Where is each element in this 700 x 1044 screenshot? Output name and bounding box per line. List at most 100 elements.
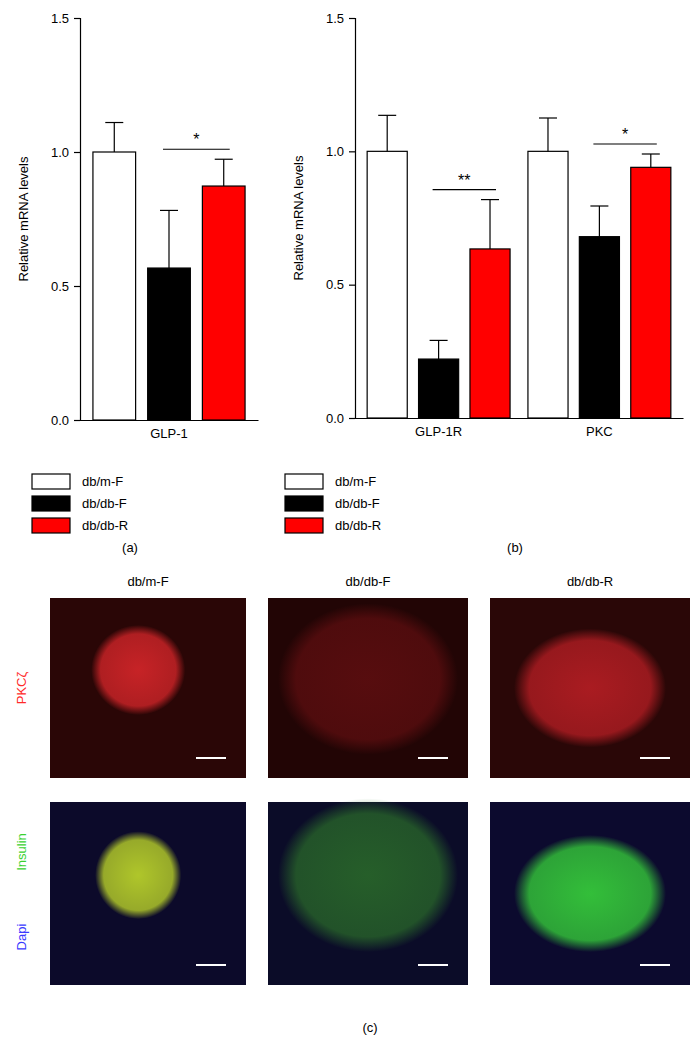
y-tick-mark <box>349 285 355 286</box>
error-bar <box>160 210 178 268</box>
bar <box>470 249 510 418</box>
y-tick-mark <box>74 286 80 287</box>
error-bar-cap <box>430 340 448 341</box>
error-bar-stem <box>387 115 388 151</box>
legend-label: db/m-F <box>335 474 376 489</box>
y-axis-line <box>74 19 81 421</box>
legend-label: db/m-F <box>82 474 123 489</box>
micrograph-background <box>50 598 246 778</box>
legend-label: db/db-R <box>82 518 128 533</box>
error-bar-cap <box>539 117 557 118</box>
y-tick: 0.5 <box>326 277 355 292</box>
error-bar-stem <box>223 159 224 186</box>
legend-swatch <box>285 474 323 489</box>
column-title: db/db-R <box>567 574 613 589</box>
column-title: db/m-F <box>127 574 168 589</box>
micrograph-background <box>50 802 246 985</box>
y-axis-title: Relative mRNA levels <box>291 155 306 280</box>
figure: 0.0 0.5 1.0 1.5 GLP-1 Relative mRNA levels * db… <box>0 0 700 1044</box>
y-axis-line <box>349 19 356 419</box>
bar <box>579 237 619 418</box>
legend: db/m-F db/db-F db/db-R <box>32 474 128 533</box>
micrograph-background <box>490 598 690 778</box>
x-axis: GLP-1R PKC <box>356 418 684 439</box>
error-bar <box>430 340 448 359</box>
y-tick: 0.0 <box>51 413 80 428</box>
scale-bar <box>418 757 448 759</box>
error-bar-cap <box>215 159 233 160</box>
error-bar <box>105 123 123 152</box>
error-bar <box>481 200 499 249</box>
scale-bar <box>418 964 448 966</box>
micrograph <box>490 802 690 985</box>
y-tick-label: 1.0 <box>51 145 69 160</box>
micrograph <box>268 598 468 778</box>
error-bar-cap <box>105 122 123 123</box>
plot-area <box>93 123 245 420</box>
significance-bracket <box>433 189 496 190</box>
micrograph <box>50 802 246 985</box>
x-tick-label: GLP-1 <box>150 426 188 441</box>
error-bar-cap <box>590 205 608 206</box>
row-label: PKCζ <box>14 672 29 705</box>
islet <box>91 625 185 715</box>
legend: db/m-Fdb/db-Fdb/db-R <box>285 474 381 533</box>
y-tick-mark <box>349 151 355 152</box>
y-axis: 0.0 0.5 1.0 1.5 <box>326 11 356 426</box>
y-tick: 0.0 <box>326 411 355 426</box>
legend-swatch <box>32 474 70 489</box>
islet <box>278 603 458 754</box>
error-bar-stem <box>438 340 439 359</box>
error-bar-stem <box>650 154 651 167</box>
error-bar <box>642 154 660 167</box>
x-tick: PKC <box>586 418 613 439</box>
bar <box>93 152 136 420</box>
y-tick-mark <box>349 418 355 419</box>
error-bar-stem <box>489 200 490 249</box>
chart-panel: 0.0 0.5 1.0 1.5 GLP-1R PKC Relative mRNA level… <box>285 11 684 555</box>
bar <box>367 151 407 418</box>
micrograph <box>490 598 690 778</box>
significance-label: * <box>193 131 199 148</box>
scale-bar <box>196 964 226 966</box>
error-bar-stem <box>168 210 169 268</box>
y-tick-mark <box>74 420 80 421</box>
bar <box>148 268 191 420</box>
y-tick: 0.5 <box>51 279 80 294</box>
scale-bar <box>640 757 670 759</box>
error-bar-stem <box>114 123 115 152</box>
islet <box>278 798 458 952</box>
y-tick: 1.0 <box>51 145 80 160</box>
error-bar-stem <box>599 206 600 237</box>
panel-caption: (b) <box>507 540 523 555</box>
micrograph <box>268 798 468 985</box>
bar <box>631 167 671 418</box>
panel-caption: (a) <box>122 540 138 555</box>
column-title: db/db-F <box>346 574 391 589</box>
x-tick: GLP-1 <box>150 420 188 441</box>
y-tick: 1.5 <box>51 11 80 26</box>
x-tick-label: GLP-1R <box>415 424 462 439</box>
micrograph-panel: db/m-Fdb/db-Fdb/db-RPKCζInsulinDapi(c) <box>14 574 690 1035</box>
plot-area <box>367 115 671 418</box>
error-bar <box>590 206 608 237</box>
y-tick-label: 1.0 <box>326 144 344 159</box>
legend-label: db/db-F <box>82 496 127 511</box>
error-bar-cap <box>481 199 499 200</box>
islet <box>95 831 181 919</box>
legend-swatch <box>32 518 70 533</box>
y-tick-label: 1.5 <box>51 11 69 26</box>
islet <box>514 629 666 748</box>
y-tick: 1.5 <box>326 11 355 26</box>
y-tick-label: 0.0 <box>326 411 344 426</box>
x-tick-label: PKC <box>586 424 613 439</box>
micrograph-background <box>268 598 468 778</box>
y-tick-mark <box>349 18 355 19</box>
y-axis: 0.0 0.5 1.0 1.5 <box>51 11 81 428</box>
significance-bracket <box>163 149 230 150</box>
significance-label: * <box>622 126 628 143</box>
row-label: Insulin <box>14 833 29 871</box>
panel-caption: (c) <box>362 1020 377 1035</box>
scale-bar <box>196 757 226 759</box>
significance-label: ** <box>458 172 470 189</box>
